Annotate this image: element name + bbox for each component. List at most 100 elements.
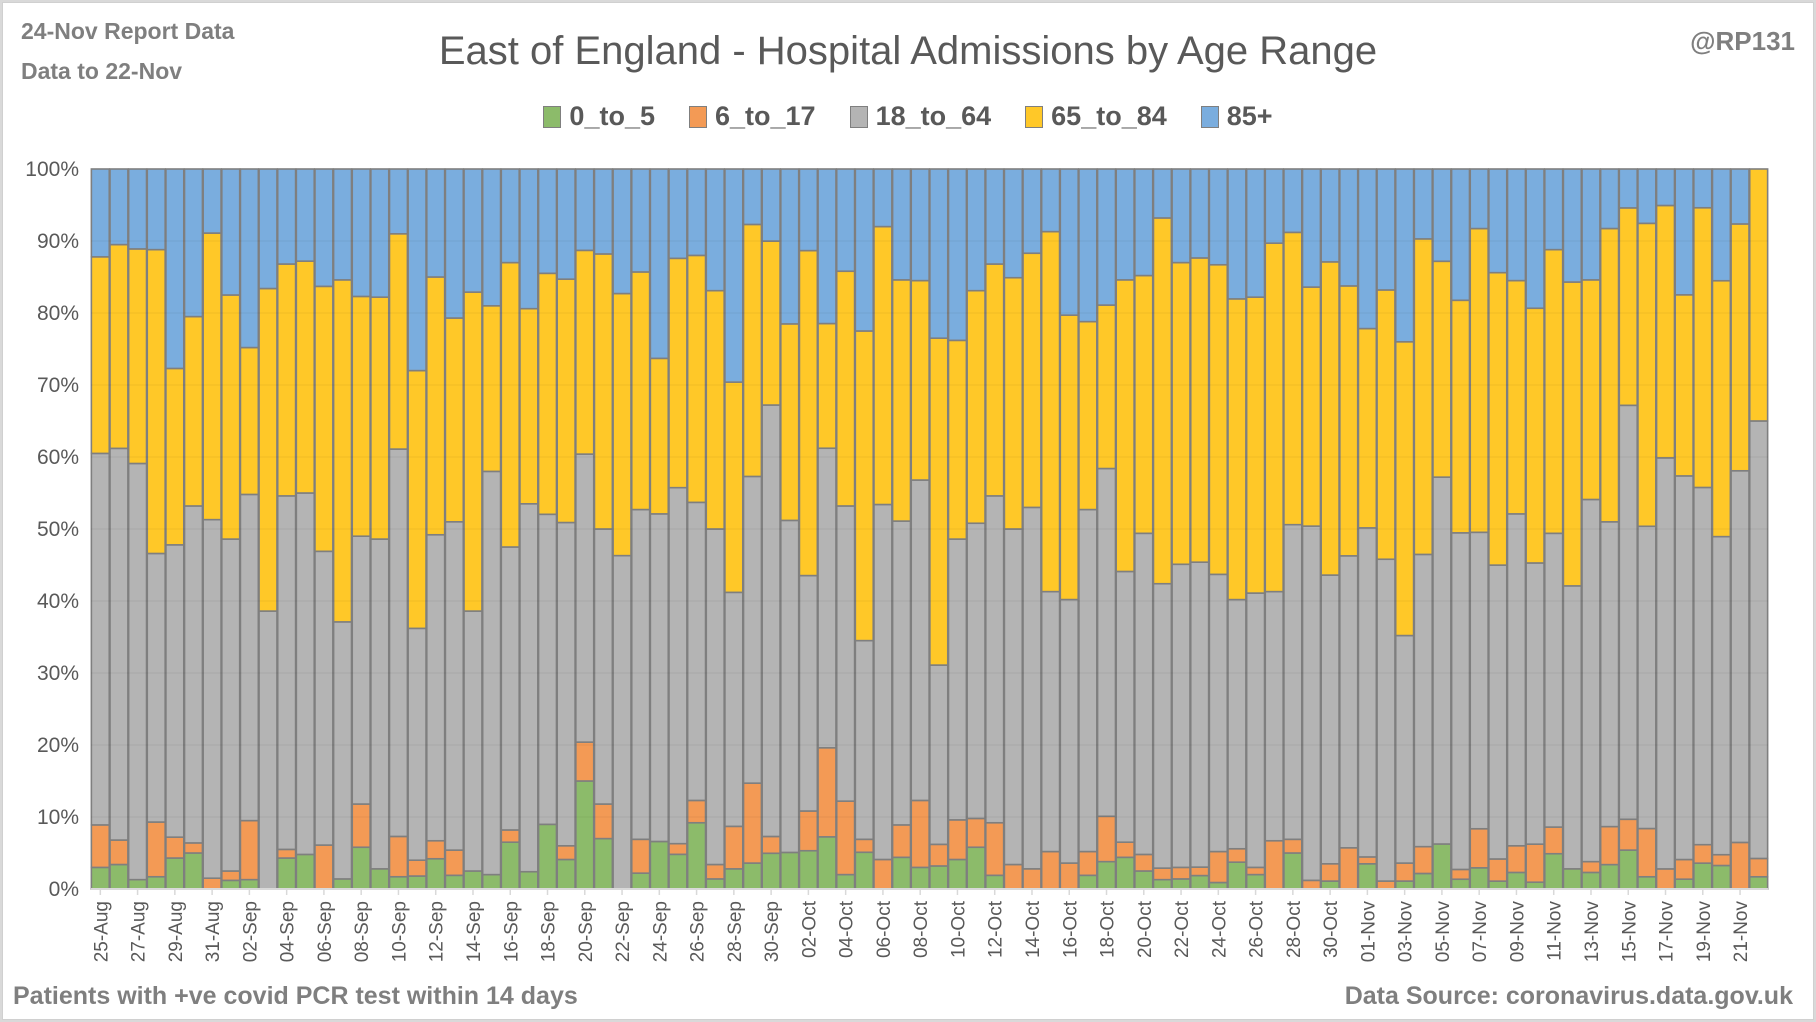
x-tick-label: 20-Oct (1135, 900, 1156, 958)
bar-segment-18_to_64 (891, 520, 912, 826)
x-tick-label: 25-Aug (91, 901, 112, 962)
bar-segment-6_to_17 (556, 844, 576, 861)
bar-segment-85+ (966, 168, 986, 292)
bar-segment-0_to_5 (1637, 875, 1657, 890)
bar-segment-65_to_84 (1469, 227, 1489, 534)
bar-segment-0_to_5 (798, 849, 819, 890)
bar-segment-65_to_84 (1357, 327, 1378, 529)
bar-segment-0_to_5 (295, 853, 316, 890)
bar-segment-65_to_84 (761, 240, 781, 406)
legend-swatch (543, 105, 562, 128)
x-tick-label: 18-Oct (1098, 900, 1119, 958)
bar-segment-65_to_84 (463, 291, 483, 612)
bar-segment-85+ (1171, 168, 1191, 264)
y-tick-label: 20% (37, 734, 79, 757)
bar-segment-65_to_84 (1394, 340, 1415, 637)
bar-segment-6_to_17 (854, 838, 875, 854)
bar-segment-18_to_64 (1674, 475, 1694, 861)
bar-segment-85+ (1525, 168, 1545, 310)
bar-segment-18_to_64 (519, 502, 539, 873)
bar-segment-18_to_64 (1171, 563, 1191, 869)
bar-segment-65_to_84 (221, 294, 241, 540)
bar-segment-18_to_64 (1432, 476, 1452, 845)
bar-segment-85+ (1059, 168, 1079, 316)
bar-segment-18_to_64 (556, 521, 576, 847)
bar-segment-85+ (780, 168, 800, 325)
bar-segment-65_to_84 (1059, 314, 1079, 601)
bar-segment-65_to_84 (612, 292, 632, 557)
bar-segment-6_to_17 (1171, 866, 1191, 880)
bar-segment-0_to_5 (854, 851, 875, 890)
bar-segment-6_to_17 (630, 838, 651, 874)
bar-segment-0_to_5 (1171, 878, 1191, 890)
bar-segment-0_to_5 (1096, 860, 1117, 890)
bar-segment-6_to_17 (1245, 866, 1266, 876)
bar-segment-6_to_17 (1469, 827, 1489, 869)
chart-title: East of England - Hospital Admissions by… (438, 29, 1378, 73)
bar-segment-65_to_84 (1488, 271, 1508, 566)
bar-segment-65_to_84 (1693, 206, 1713, 489)
bar-segment-65_to_84 (1506, 279, 1527, 515)
bar-segment-6_to_17 (761, 835, 781, 855)
bar-segment-85+ (1376, 168, 1396, 291)
bar-segment-6_to_17 (1581, 860, 1601, 874)
bar-segment-65_to_84 (1003, 276, 1024, 530)
bar-segment-65_to_84 (295, 260, 316, 494)
bar-segment-85+ (109, 168, 129, 246)
x-tick-label: 16-Sep (501, 901, 522, 962)
x-tick-label: 28-Oct (1284, 900, 1305, 958)
bar-segment-0_to_5 (425, 857, 446, 890)
bar-segment-85+ (1003, 168, 1024, 279)
bar-segment-18_to_64 (388, 448, 409, 838)
bar-segment-6_to_17 (1003, 863, 1024, 890)
bar-segment-65_to_84 (258, 287, 278, 612)
bar-segment-85+ (1469, 168, 1489, 230)
bar-segment-65_to_84 (1599, 227, 1620, 523)
legend-label: 0_to_5 (569, 101, 655, 131)
x-tick-label: 14-Sep (464, 901, 485, 962)
bar-segment-18_to_64 (1208, 573, 1229, 853)
x-tick-label: 08-Oct (911, 900, 932, 958)
bar-segment-18_to_64 (612, 554, 632, 890)
bar-segment-0_to_5 (575, 780, 595, 890)
x-tick-label: 13-Nov (1582, 901, 1603, 963)
bar-segment-18_to_64 (947, 538, 968, 821)
bar-segment-18_to_64 (1134, 532, 1154, 856)
bar-segment-0_to_5 (127, 878, 148, 890)
bar-segment-18_to_64 (1189, 561, 1210, 868)
x-tick-label: 11-Nov (1545, 901, 1566, 961)
bar-segment-18_to_64 (276, 495, 297, 851)
bar-segment-65_to_84 (202, 232, 222, 521)
bar-segment-85+ (1040, 168, 1061, 233)
bar-segment-65_to_84 (239, 346, 260, 496)
bar-segment-65_to_84 (1748, 168, 1769, 422)
bar-segment-85+ (1711, 168, 1732, 282)
y-tick-label: 0% (49, 878, 79, 901)
bar-segment-0_to_5 (1674, 878, 1694, 890)
bar-segment-0_to_5 (724, 868, 744, 890)
bar-segment-65_to_84 (1525, 307, 1545, 564)
bar-segment-85+ (1357, 168, 1378, 330)
bar-segment-85+ (817, 168, 837, 325)
bar-segment-6_to_17 (705, 863, 725, 880)
bar-segment-6_to_17 (239, 819, 260, 881)
bar-segment-18_to_64 (1525, 562, 1545, 845)
bar-segment-18_to_64 (1730, 469, 1750, 844)
bar-segment-85+ (146, 168, 166, 251)
bar-segment-18_to_64 (463, 610, 483, 872)
bar-segment-0_to_5 (1618, 849, 1638, 890)
bar-segment-6_to_17 (1059, 862, 1079, 890)
bar-segment-65_to_84 (388, 233, 409, 450)
bar-segment-85+ (947, 168, 968, 342)
bar-segment-85+ (1022, 168, 1042, 255)
bar-segment-65_to_84 (724, 381, 744, 594)
bar-segment-6_to_17 (407, 859, 427, 877)
bar-segment-65_to_84 (1301, 286, 1322, 527)
bar-segment-85+ (854, 168, 875, 332)
bar-segment-65_to_84 (1674, 294, 1694, 477)
bar-segment-85+ (127, 168, 148, 250)
bar-segment-85+ (742, 168, 763, 226)
bar-segment-65_to_84 (742, 223, 763, 478)
bar-segment-18_to_64 (1599, 521, 1620, 828)
legend-item-6_to_17: 6_to_17 (688, 101, 816, 132)
